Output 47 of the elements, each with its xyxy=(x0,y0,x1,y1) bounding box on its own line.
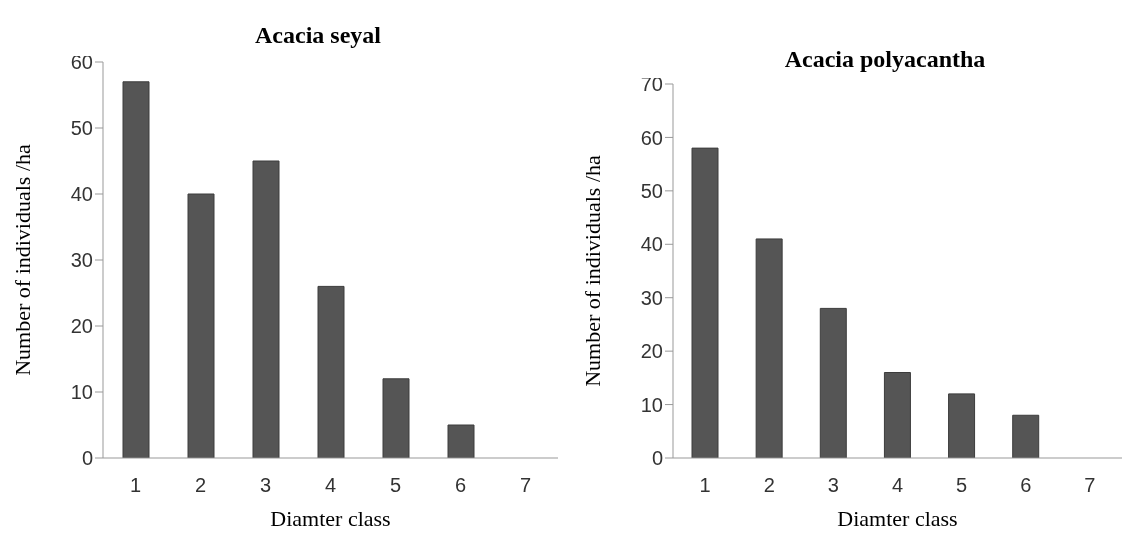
x-tick-label: 7 xyxy=(519,474,532,497)
bar xyxy=(317,285,345,458)
chart-title: Acacia seyal xyxy=(254,22,382,49)
x-tick-label: 3 xyxy=(259,474,272,497)
x-tick-label: 3 xyxy=(827,474,839,497)
x-tick-label: 6 xyxy=(454,474,467,497)
bar xyxy=(252,160,280,458)
y-tick-label: 40 xyxy=(70,183,93,206)
y-tick-label: 0 xyxy=(81,447,93,470)
y-axis-title: Number of individuals /ha xyxy=(579,154,605,387)
y-tick-label: 20 xyxy=(640,340,663,363)
y-tick-label: 50 xyxy=(70,117,93,140)
bar xyxy=(382,378,410,458)
bar xyxy=(755,238,783,458)
bar xyxy=(691,147,719,458)
x-tick-label: 5 xyxy=(389,474,402,497)
chart-title: Acacia polyacantha xyxy=(783,46,987,73)
x-tick-label: 2 xyxy=(763,474,775,497)
bar xyxy=(948,393,976,458)
y-tick-label: 60 xyxy=(640,126,663,149)
y-tick-label: 60 xyxy=(70,51,93,74)
bar xyxy=(187,193,215,458)
y-tick-label: 40 xyxy=(640,233,663,256)
y-tick-label: 0 xyxy=(651,447,663,470)
x-tick-label: 1 xyxy=(699,474,711,497)
x-tick-label: 5 xyxy=(956,474,968,497)
y-tick-label: 10 xyxy=(70,381,93,404)
x-axis-title: Diamter class xyxy=(270,506,391,531)
y-axis-title: Number of individuals /ha xyxy=(9,143,35,376)
y-tick-label: 10 xyxy=(640,393,663,416)
bar xyxy=(819,307,847,458)
bar xyxy=(1012,414,1040,458)
x-tick-label: 6 xyxy=(1020,474,1032,497)
y-tick-label: 30 xyxy=(640,286,663,309)
x-tick-label: 7 xyxy=(1084,474,1096,497)
bar xyxy=(447,424,475,458)
y-tick-label: 70 xyxy=(640,73,663,96)
x-tick-label: 1 xyxy=(129,474,142,497)
y-tick-label: 50 xyxy=(640,179,663,202)
y-tick-label: 20 xyxy=(70,315,93,338)
bar xyxy=(883,372,911,458)
bar xyxy=(122,81,150,458)
x-axis-title: Diamter class xyxy=(837,506,958,531)
x-tick-label: 2 xyxy=(194,474,207,497)
x-tick-label: 4 xyxy=(324,474,337,497)
y-tick-label: 30 xyxy=(70,249,93,272)
x-tick-label: 4 xyxy=(891,474,904,497)
